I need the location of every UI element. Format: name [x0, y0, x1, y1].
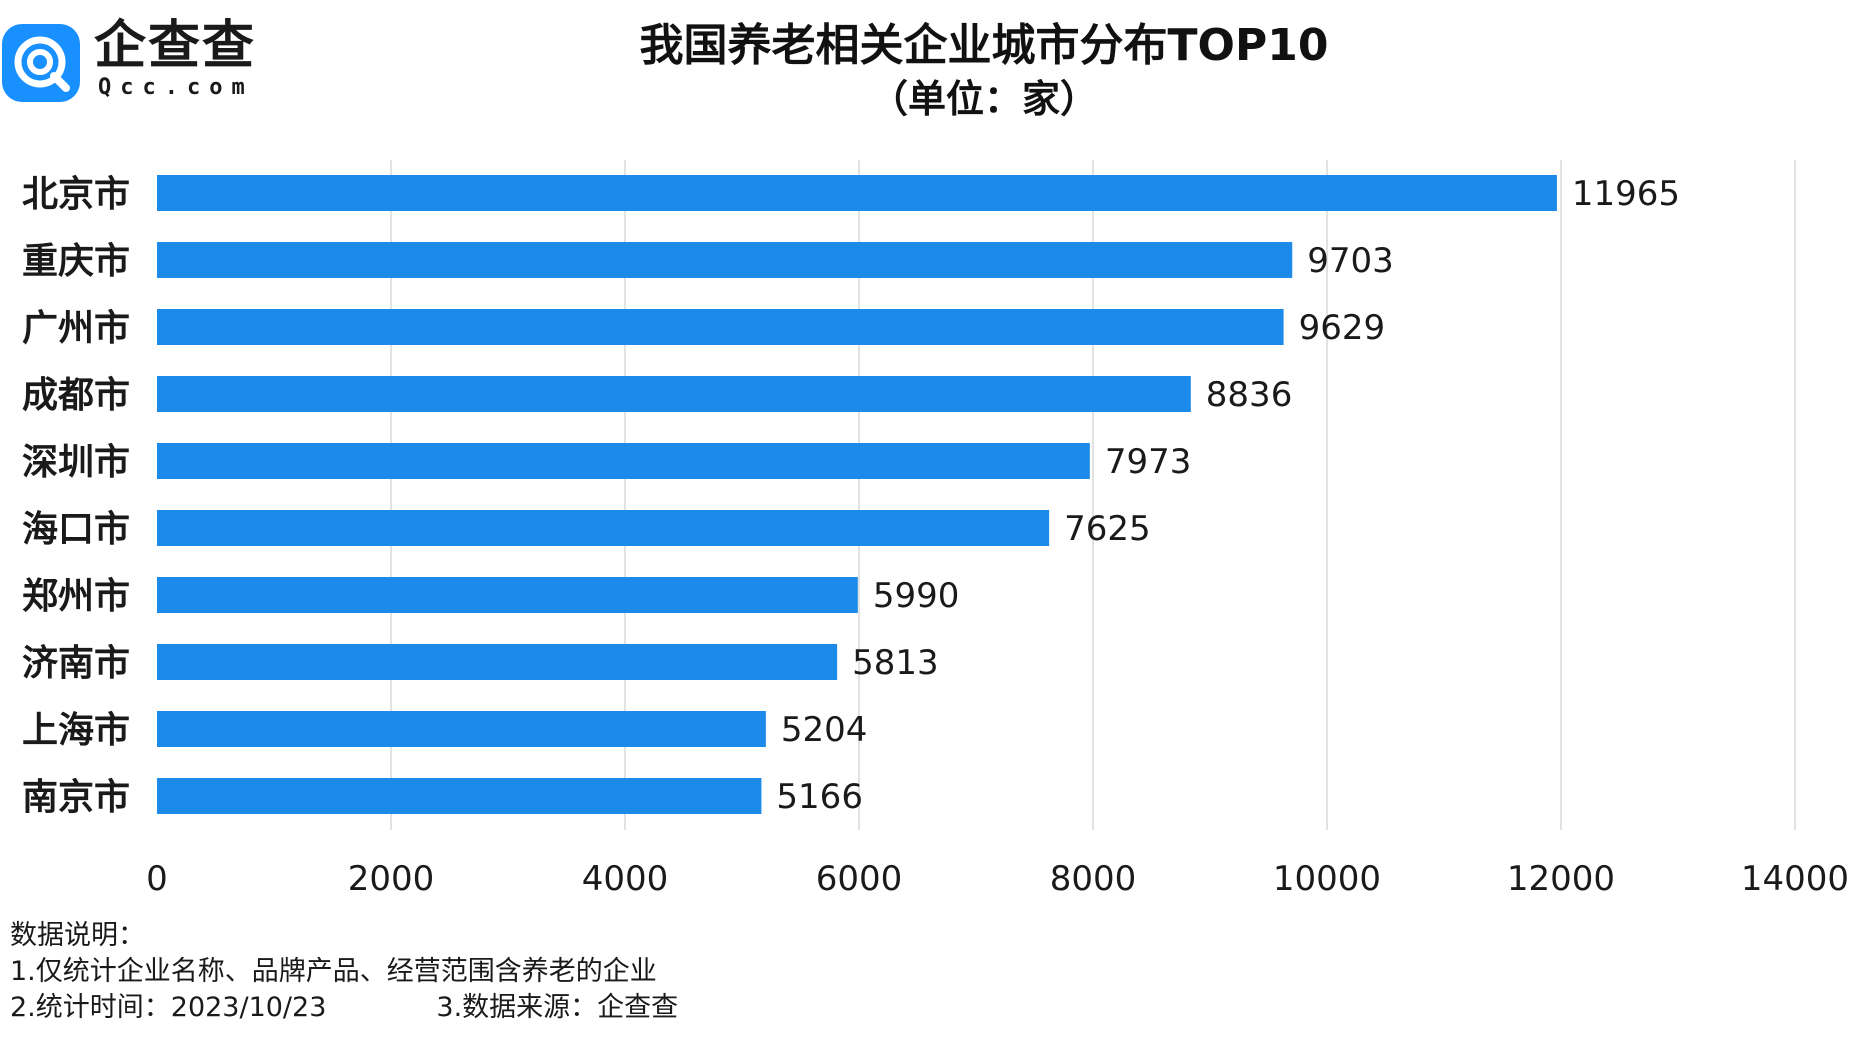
- bar-1: [157, 175, 1557, 211]
- x-axis-ticks: 0 2000 4000 6000 8000 10000 12000 14000: [146, 859, 1849, 899]
- category-label-8: 济南市: [22, 643, 130, 684]
- qcc-logo-icon: [2, 24, 80, 102]
- x-tick-label-14000: 14000: [1741, 859, 1849, 899]
- logo-domain: Qcc.com: [98, 75, 254, 100]
- bars: [157, 175, 1557, 814]
- category-label-7: 郑州市: [22, 576, 130, 617]
- chart-title: 我国养老相关企业城市分布TOP10: [639, 20, 1329, 71]
- value-label-6: 7625: [1064, 509, 1151, 549]
- value-label-9: 5204: [781, 710, 868, 750]
- qcc-logo: 企查查 Qcc.com: [0, 14, 270, 104]
- bar-7: [157, 577, 858, 613]
- bar-10: [157, 778, 762, 814]
- value-label-8: 5813: [852, 643, 939, 683]
- bar-3: [157, 309, 1284, 345]
- x-tick-label-12000: 12000: [1507, 859, 1615, 899]
- value-label-2: 9703: [1307, 241, 1394, 281]
- category-label-6: 海口市: [22, 509, 130, 550]
- bar-4: [157, 376, 1191, 412]
- x-tick-label-10000: 10000: [1273, 859, 1381, 899]
- notes-line-2: 2.统计时间：2023/10/23: [10, 992, 327, 1023]
- category-label-10: 南京市: [22, 776, 130, 818]
- notes-heading: 数据说明：: [10, 920, 145, 951]
- chart-subtitle: （单位：家）: [869, 77, 1098, 121]
- value-label-3: 9629: [1299, 308, 1386, 348]
- x-tick-label-8000: 8000: [1050, 859, 1137, 899]
- category-label-9: 上海市: [22, 710, 130, 751]
- notes-line-1: 1.仅统计企业名称、品牌产品、经营范围含养老的企业: [10, 956, 657, 987]
- x-tick-label-2000: 2000: [348, 859, 435, 899]
- category-label-4: 成都市: [22, 375, 130, 416]
- notes-line-3: 3.数据来源：企查查: [436, 992, 679, 1023]
- value-label-4: 8836: [1206, 375, 1293, 415]
- category-label-1: 北京市: [22, 173, 130, 215]
- x-tick-label-0: 0: [146, 859, 168, 899]
- bar-8: [157, 644, 838, 680]
- bar-5: [157, 443, 1090, 479]
- x-tick-label-4000: 4000: [582, 859, 669, 899]
- bar-9: [157, 711, 766, 747]
- value-label-1: 11965: [1572, 174, 1680, 214]
- value-label-5: 7973: [1105, 442, 1192, 482]
- category-label-3: 广州市: [22, 308, 130, 349]
- notes-row-2: 2.统计时间：2023/10/23 3.数据来源：企查查: [10, 990, 678, 1026]
- bar-2: [157, 242, 1293, 278]
- logo-name: 企查查: [94, 16, 257, 76]
- value-label-7: 5990: [873, 576, 960, 616]
- x-tick-label-6000: 6000: [816, 859, 903, 899]
- value-label-10: 5166: [776, 777, 863, 817]
- data-notes: 数据说明： 1.仅统计企业名称、品牌产品、经营范围含养老的企业 2.统计时间：2…: [10, 918, 678, 1026]
- bar-6: [157, 510, 1050, 546]
- category-label-2: 重庆市: [22, 241, 130, 282]
- category-label-5: 深圳市: [22, 442, 130, 483]
